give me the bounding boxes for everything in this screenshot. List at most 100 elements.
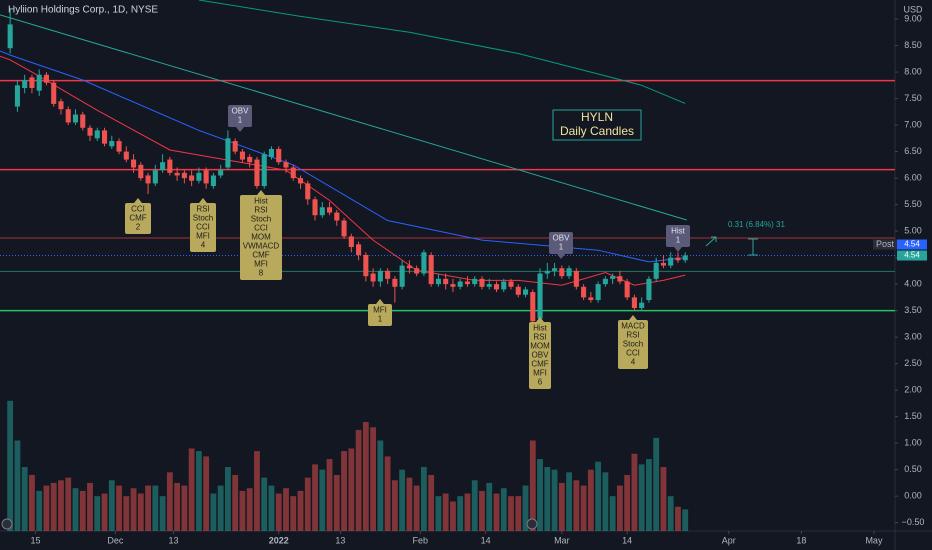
candle-body xyxy=(370,273,376,282)
candle-body xyxy=(646,278,652,301)
volume-bar xyxy=(94,496,101,531)
volume-bar xyxy=(355,429,362,531)
signal-text: CCI xyxy=(131,205,145,214)
volume-bar xyxy=(21,467,28,531)
candle-body xyxy=(297,178,304,184)
y-tick-label: 0.00 xyxy=(904,491,922,501)
volume-bar xyxy=(450,501,456,531)
y-tick-label: 9.00 xyxy=(904,13,922,23)
price-tag-label: 4.54 xyxy=(904,240,920,249)
event-icon[interactable] xyxy=(1,518,13,530)
price-tag-label: 4.54 xyxy=(904,251,920,260)
x-tick-label: 14 xyxy=(622,535,632,545)
signal-text: RSI xyxy=(254,206,267,215)
volume-bar xyxy=(391,480,398,531)
volume-bar xyxy=(399,469,406,531)
volume-bar xyxy=(290,496,297,531)
candle-body xyxy=(36,74,42,91)
candle-body xyxy=(247,156,253,163)
candle-body xyxy=(624,281,630,298)
candle-body xyxy=(22,80,28,88)
candle-body xyxy=(232,141,238,152)
candle-body xyxy=(363,254,369,277)
volume-bar xyxy=(58,480,64,531)
volume-bar xyxy=(631,453,638,531)
volume-bar xyxy=(377,440,384,531)
candle-body xyxy=(87,127,93,136)
volume-bar xyxy=(29,474,35,531)
candle-body xyxy=(464,281,471,285)
volume-bar xyxy=(297,490,304,531)
signal-box xyxy=(666,225,690,247)
x-tick-label: Dec xyxy=(107,535,124,545)
volume-bar xyxy=(254,451,260,531)
x-tick-label: 14 xyxy=(481,535,491,545)
signal-text: 1 xyxy=(676,236,681,245)
plot-area: CCICMF2RSIStochCCIMFI4HistRSIStochCCIMOM… xyxy=(0,0,895,531)
x-tick-label: Feb xyxy=(413,535,429,545)
candle-body xyxy=(428,254,434,285)
volume-bar xyxy=(595,461,602,531)
volume-bar xyxy=(225,467,231,531)
signal-pointer xyxy=(536,317,544,322)
volume-bar xyxy=(203,456,210,531)
volume-bar xyxy=(522,485,529,531)
volume-bar xyxy=(457,496,464,531)
volume-bar xyxy=(493,493,500,531)
volume-bar xyxy=(108,480,115,531)
candle-body xyxy=(276,148,282,163)
candle-body xyxy=(414,268,420,274)
y-tick-label: 0.50 xyxy=(904,464,922,474)
volume-bar xyxy=(442,493,449,531)
candle-body xyxy=(160,162,166,171)
y-tick-label: 8.50 xyxy=(904,40,922,50)
event-icon[interactable] xyxy=(526,518,538,530)
volume-bar xyxy=(188,448,195,531)
volume-bar xyxy=(638,464,645,531)
volume-bar xyxy=(609,496,616,531)
candle-body xyxy=(239,151,245,160)
signal-text: 4 xyxy=(631,358,636,367)
volume-bar xyxy=(486,482,493,531)
candle-body xyxy=(457,281,463,287)
volume-bar xyxy=(181,485,188,531)
volume-bar xyxy=(246,488,253,531)
candle-body xyxy=(668,257,674,266)
moving-average-line xyxy=(198,0,686,104)
signal-text: Stoch xyxy=(193,214,213,223)
signal-text: Hist xyxy=(671,227,686,236)
signal-text: Hist xyxy=(533,324,548,333)
candle-body xyxy=(544,270,550,274)
volume-bar xyxy=(537,459,543,531)
volume-bar xyxy=(675,506,681,531)
volume-bar xyxy=(508,496,514,531)
volume-bar xyxy=(341,451,347,531)
volume-bar xyxy=(573,480,580,531)
signal-pointer xyxy=(629,315,637,320)
candle-body xyxy=(145,175,151,184)
signal-text: MACD xyxy=(621,322,645,331)
signal-text: OBV xyxy=(553,234,571,243)
volume-bar xyxy=(217,485,224,531)
candle-body xyxy=(305,183,311,200)
candle-body xyxy=(450,284,456,287)
candle-body xyxy=(131,159,137,168)
symbol-label-box xyxy=(552,109,642,141)
volume-bar xyxy=(275,493,282,531)
volume-bar xyxy=(624,474,631,531)
volume-bar xyxy=(152,485,159,531)
volume-bar xyxy=(116,485,122,531)
volume-bar xyxy=(159,496,166,531)
volume-bar xyxy=(283,488,289,531)
signal-box xyxy=(618,320,648,369)
y-tick-label: 1.50 xyxy=(904,411,922,421)
volume-bar xyxy=(428,474,435,531)
signal-text: MFI xyxy=(373,306,387,315)
volume-bar xyxy=(370,427,377,531)
symbol-label: Daily Candles xyxy=(560,124,634,138)
volume-bar xyxy=(348,448,355,531)
candle-body xyxy=(319,207,325,216)
y-tick-label: −0.50 xyxy=(902,517,925,527)
candle-body xyxy=(472,278,478,285)
